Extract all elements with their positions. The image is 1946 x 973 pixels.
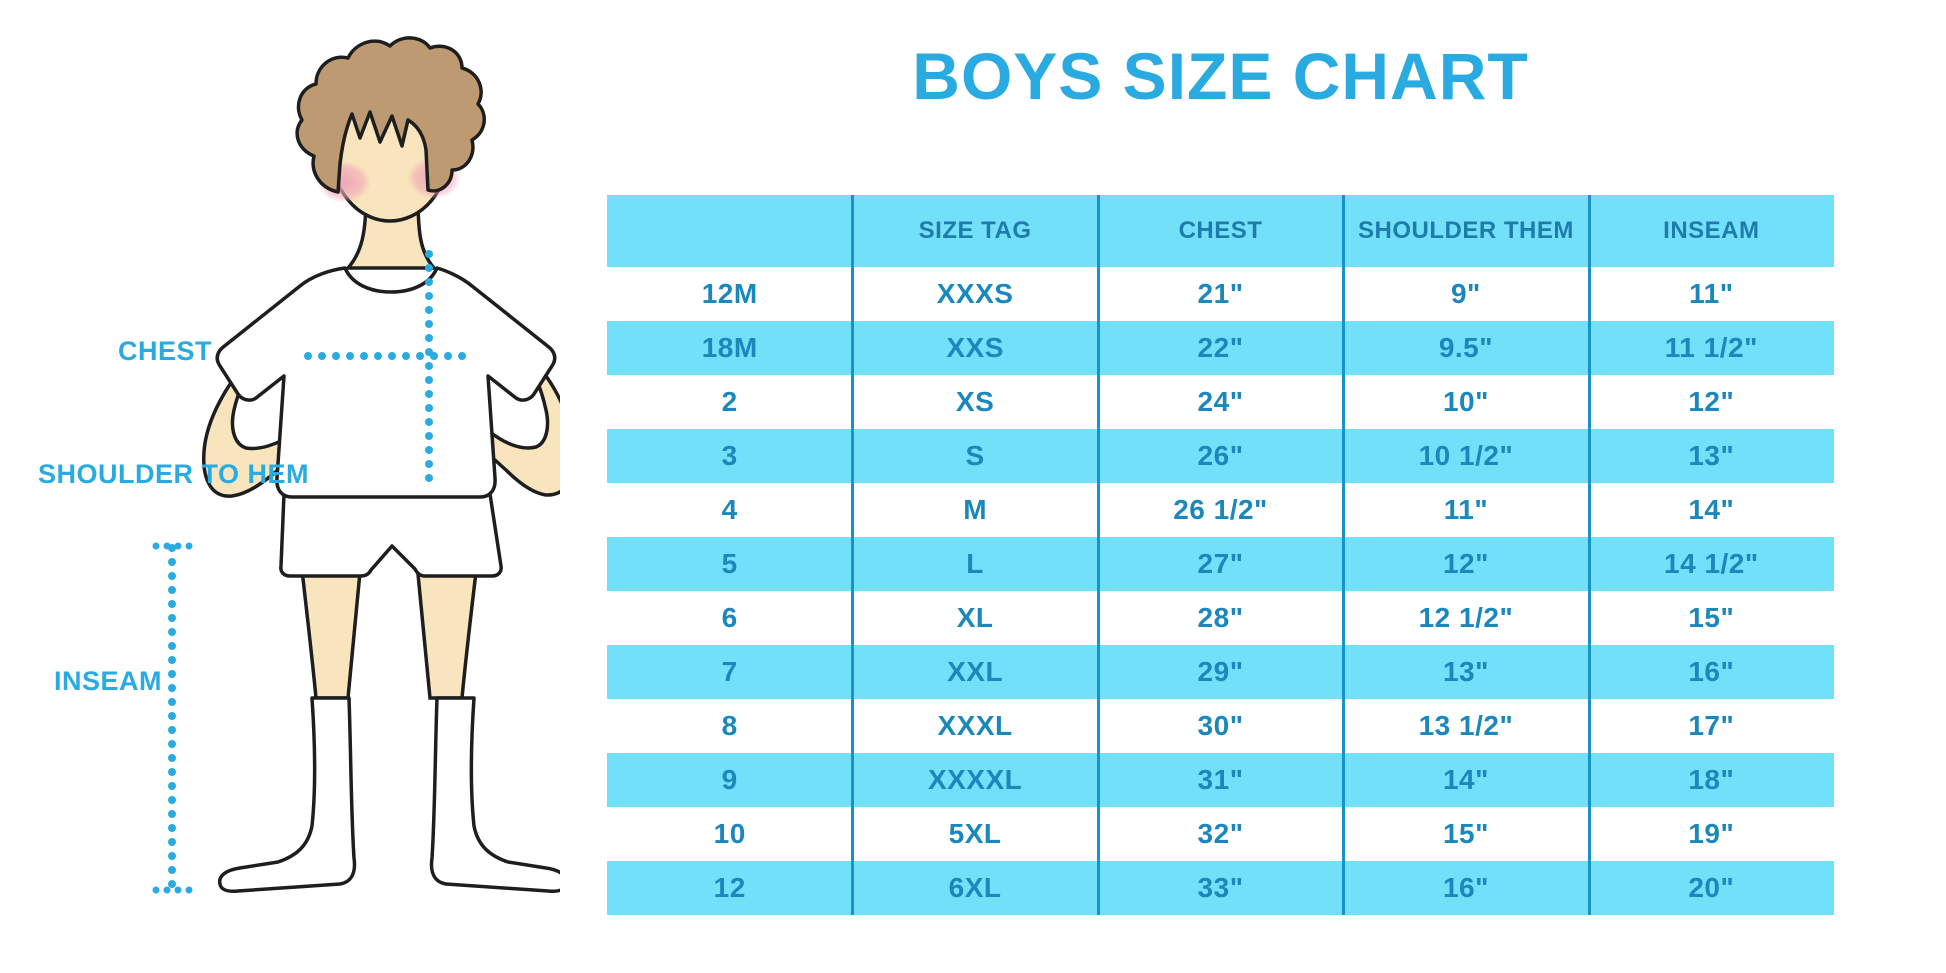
table-cell: S (965, 440, 985, 471)
column-divider (1097, 195, 1100, 915)
table-header-cell-blank (607, 195, 852, 267)
table-cell: 14" (1442, 764, 1489, 795)
table-cell: 32" (1197, 818, 1244, 849)
table-body: 12M XXXS 21" 9" 11" 18M XXS 22" 9.5" 11 1/2" 2 XS 24… (607, 267, 1834, 915)
table-row: 18M XXS 22" 9.5" 11 1/2" (607, 321, 1834, 375)
table-cell: XL (956, 602, 994, 633)
table-row: 6 XL 28" 12 1/2" 15" (607, 591, 1834, 645)
table-cell: 21" (1197, 278, 1244, 309)
size-table: SIZE TAG CHEST SHOULDER THEM INSEAM 12M X… (607, 195, 1834, 915)
shoulder-to-hem-label: SHOULDER TO HEM (38, 459, 310, 489)
table-cell: 13" (1442, 656, 1489, 687)
table-cell: 26 1/2" (1173, 494, 1268, 525)
table-cell: 33" (1197, 872, 1244, 903)
table-cell: 27" (1197, 548, 1244, 579)
inseam-label: INSEAM (54, 666, 163, 696)
table-cell: 26" (1197, 440, 1244, 471)
table-header-cell-inseam: INSEAM (1663, 217, 1760, 244)
table-cell: 24" (1197, 386, 1244, 417)
table-cell: 14" (1688, 494, 1735, 525)
table-header-cell-shoulder-them: SHOULDER THEM (1358, 217, 1574, 244)
table-cell: 6 (721, 602, 738, 633)
table-row: 2 XS 24" 10" 12" (607, 375, 1834, 429)
table-cell: XXXS (936, 278, 1014, 309)
leg-left (300, 568, 362, 700)
shirt-shape (215, 266, 557, 499)
table-cell: 30" (1197, 710, 1244, 741)
shorts-shape (279, 492, 503, 578)
table-row: 7 XXL 29" 13" 16" (607, 645, 1834, 699)
table-cell: 17" (1688, 710, 1735, 741)
table-cell: 15" (1442, 818, 1489, 849)
chest-label: CHEST (118, 336, 213, 366)
table-header-cell-size-tag: SIZE TAG (918, 217, 1032, 244)
table-cell: 11" (1689, 278, 1734, 309)
table-header-cell-chest: CHEST (1178, 217, 1263, 244)
table-cell: 20" (1688, 872, 1735, 903)
table-cell: 16" (1688, 656, 1735, 687)
table-cell: 4 (721, 494, 738, 525)
arm-right (484, 356, 560, 497)
table-cell: 18M (701, 332, 758, 363)
table-row: 9 XXXXL 31" 14" 18" (607, 753, 1834, 807)
table-cell: XXXL (937, 710, 1013, 741)
table-cell: 12 1/2" (1418, 602, 1514, 633)
table-cell: L (966, 548, 984, 579)
sock-left (217, 696, 357, 893)
table-cell: XXL (947, 656, 1004, 687)
table-cell: 22" (1197, 332, 1244, 363)
table-cell: 3 (721, 440, 738, 471)
table-cell: 10" (1442, 386, 1489, 417)
table-cell: 8 (721, 710, 738, 741)
table-cell: M (963, 494, 988, 525)
column-divider (1588, 195, 1591, 915)
table-cell: 13" (1688, 440, 1735, 471)
table-cell: XXS (946, 332, 1004, 363)
table-cell: XXXXL (927, 764, 1023, 795)
table-cell: 12" (1442, 548, 1489, 579)
table-cell: 10 1/2" (1418, 440, 1514, 471)
table-cell: 16" (1442, 872, 1489, 903)
table-cell: 9 (721, 764, 738, 795)
table-cell: 5 (721, 548, 738, 579)
table-cell: 12" (1688, 386, 1735, 417)
table-cell: 28" (1197, 602, 1244, 633)
table-cell: 19" (1688, 818, 1735, 849)
table-row: 12 6XL 33" 16" 20" (607, 861, 1834, 915)
table-row: 12M XXXS 21" 9" 11" (607, 267, 1834, 321)
table-cell: 29" (1197, 656, 1244, 687)
table-row: 8 XXXL 30" 13 1/2" 17" (607, 699, 1834, 753)
table-cell: 11" (1443, 494, 1489, 525)
table-cell: 12M (701, 278, 758, 309)
table-cell: 11 1/2" (1664, 332, 1758, 363)
table-cell: 18" (1688, 764, 1735, 795)
table-header-row: SIZE TAG CHEST SHOULDER THEM INSEAM (607, 195, 1834, 267)
table-cell: 10 (713, 818, 746, 849)
column-divider (1342, 195, 1345, 915)
leg-right (416, 570, 478, 700)
table-cell: 31" (1197, 764, 1244, 795)
table-row: 4 M 26 1/2" 11" 14" (607, 483, 1834, 537)
table-cell: 13 1/2" (1418, 710, 1514, 741)
table-cell: 9.5" (1438, 332, 1494, 363)
boy-measurement-illustration (152, 36, 560, 894)
table-cell: 12 (713, 872, 746, 903)
table-cell: 15" (1688, 602, 1735, 633)
table-row: 10 5XL 32" 15" 19" (607, 807, 1834, 861)
table-cell: 9" (1450, 278, 1481, 309)
table-cell: 6XL (948, 872, 1002, 903)
table-row: 3 S 26" 10 1/2" 13" (607, 429, 1834, 483)
table-cell: XS (955, 386, 995, 417)
page-title: BOYS SIZE CHART (912, 39, 1529, 113)
table-cell: 5XL (948, 818, 1002, 849)
table-cell: 14 1/2" (1664, 548, 1759, 579)
table-cell: 2 (721, 386, 738, 417)
table-row: 5 L 27" 12" 14 1/2" (607, 537, 1834, 591)
hair-shape (295, 36, 486, 194)
table-cell: 7 (721, 656, 738, 687)
sock-right (429, 696, 560, 893)
column-divider (851, 195, 854, 915)
